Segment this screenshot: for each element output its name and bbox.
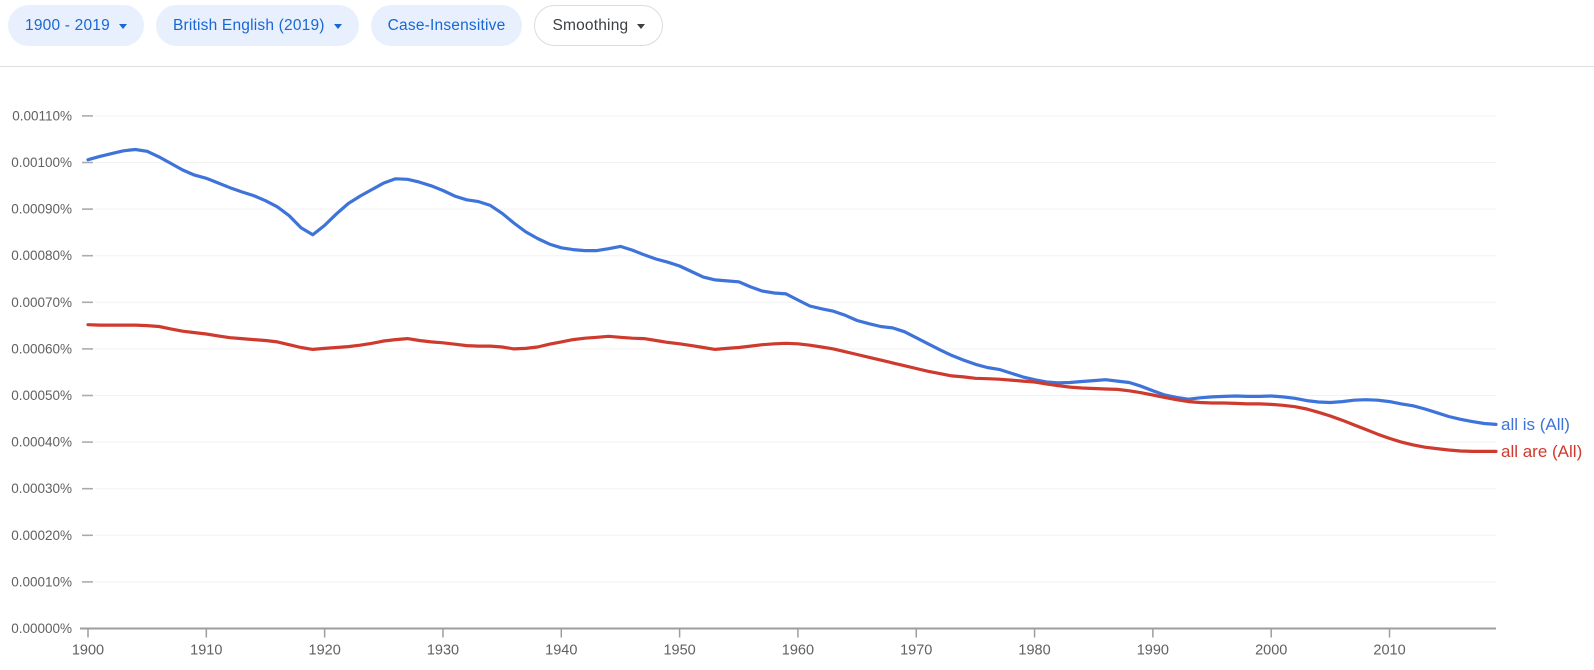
x-axis-label: 1940 [545, 643, 577, 659]
x-axis-label: 1970 [900, 643, 932, 659]
y-axis-label: 0.00040% [11, 435, 72, 450]
chevron-down-icon [333, 24, 342, 29]
x-axis-label: 2000 [1255, 643, 1287, 659]
case-insensitive-chip[interactable]: Case-Insensitive [370, 5, 523, 46]
chevron-down-icon [118, 24, 127, 29]
corpus-chip[interactable]: British English (2019) [155, 5, 359, 46]
case-insensitive-label: Case-Insensitive [387, 16, 506, 34]
series-label-all-are-all[interactable]: all are (All) [1501, 442, 1582, 461]
x-axis-label: 1910 [190, 643, 222, 659]
smoothing-chip[interactable]: Smoothing [534, 5, 664, 46]
y-axis-label: 0.00050% [11, 388, 72, 403]
x-axis-label: 2010 [1373, 643, 1405, 659]
series-line-all-are-all[interactable] [86, 323, 1498, 453]
series-line-all-is-all[interactable] [86, 147, 1498, 426]
ngram-chart: 0.00000% 0.00010% 0.00020% 0.00030% 0.00040%… [11, 108, 1582, 659]
x-axis-label: 1960 [782, 643, 814, 659]
x-axis-label: 1900 [72, 643, 104, 659]
y-axis-label: 0.00000% [11, 621, 72, 636]
query-toolbar: 1900 - 2019 British English (2019) Case-… [0, 0, 1594, 66]
year-range-chip[interactable]: 1900 - 2019 [8, 5, 144, 46]
smoothing-label: Smoothing [552, 16, 629, 34]
x-axis-label: 1980 [1018, 643, 1050, 659]
y-axis-label: 0.00110% [12, 108, 72, 123]
series-label-all-is-all[interactable]: all is (All) [1501, 415, 1570, 434]
y-axis-label: 0.00020% [11, 528, 72, 543]
y-axis-label: 0.00100% [11, 155, 72, 170]
chevron-down-icon [637, 24, 646, 29]
y-axis-label: 0.00070% [11, 295, 72, 310]
x-axis-label: 1920 [309, 643, 341, 659]
x-axis-label: 1990 [1137, 643, 1169, 659]
x-axis-label: 1950 [663, 643, 695, 659]
x-axis-label: 1930 [427, 643, 459, 659]
toolbar-divider [0, 66, 1594, 67]
y-axis-label: 0.00010% [11, 574, 72, 589]
y-axis-label: 0.00060% [11, 341, 72, 356]
y-axis-label: 0.00030% [11, 481, 72, 496]
y-axis-label: 0.00090% [11, 202, 72, 217]
y-axis-label: 0.00080% [11, 248, 72, 263]
year-range-label: 1900 - 2019 [25, 16, 110, 34]
corpus-label: British English (2019) [172, 16, 325, 34]
